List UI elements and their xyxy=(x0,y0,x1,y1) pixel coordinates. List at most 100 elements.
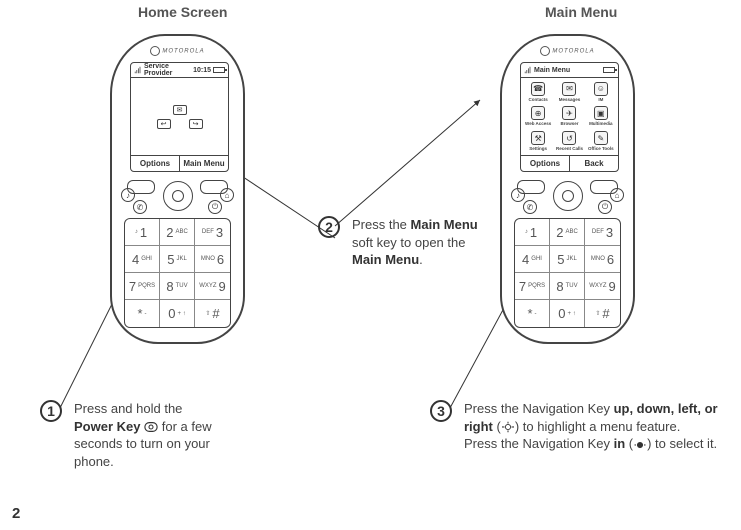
step-3-text: Press the Navigation Key up, down, left,… xyxy=(464,400,734,453)
phone-home: MOTOROLA Service Provider 10:15 ✉ ↩ ↪ xyxy=(110,34,245,344)
keypad[interactable]: ♪12ABCDEF3 4GHI5JKLMNO6 7PQRS8TUVWXYZ9 *-0+… xyxy=(514,218,621,328)
softkey-right[interactable]: Back xyxy=(570,156,618,171)
key-5[interactable]: 5JKL xyxy=(160,246,195,273)
softkey-left[interactable]: Options xyxy=(131,156,180,171)
key-#[interactable]: ⇧# xyxy=(195,300,230,327)
camera-key[interactable]: ⌂ xyxy=(610,188,624,202)
power-key[interactable]: ⏻ xyxy=(208,200,222,214)
key-0[interactable]: 0+ ↑ xyxy=(550,300,585,327)
menu-item-browser[interactable]: ✈Browser xyxy=(554,105,584,129)
step-3-badge: 3 xyxy=(430,400,452,422)
key-9[interactable]: WXYZ9 xyxy=(585,273,620,300)
menu-item-settings[interactable]: ⚒Settings xyxy=(523,129,553,153)
menu-item-im[interactable]: ☺IM xyxy=(586,80,616,104)
menu-item-office-tools[interactable]: ✎Office Tools xyxy=(586,129,616,153)
menu-icon: ✉ xyxy=(562,82,576,96)
key-9[interactable]: WXYZ9 xyxy=(195,273,230,300)
menu-label: Settings xyxy=(529,146,547,151)
key-#[interactable]: ⇧# xyxy=(585,300,620,327)
brand-logo: MOTOROLA xyxy=(112,46,243,56)
key-8[interactable]: 8TUV xyxy=(550,273,585,300)
key-2[interactable]: 2ABC xyxy=(160,219,195,246)
key-2[interactable]: 2ABC xyxy=(550,219,585,246)
menu-icon: ⚒ xyxy=(531,131,545,145)
signal-icon xyxy=(524,66,532,74)
nav-dpad[interactable] xyxy=(553,181,583,211)
keypad[interactable]: ♪12ABCDEF3 4GHI5JKLMNO6 7PQRS8TUVWXYZ9 *-0+… xyxy=(124,218,231,328)
phone-body: MOTOROLA Main Menu ☎Contacts✉Messages☺IM… xyxy=(500,34,635,344)
power-key-icon xyxy=(144,420,158,434)
step-2-badge: 2 xyxy=(318,216,340,238)
key-1[interactable]: ♪1 xyxy=(515,219,550,246)
phone-menu: MOTOROLA Main Menu ☎Contacts✉Messages☺IM… xyxy=(500,34,635,344)
menu-screen: Main Menu ☎Contacts✉Messages☺IM⊕Web Acce… xyxy=(520,62,619,172)
battery-icon xyxy=(603,67,615,73)
key-3[interactable]: DEF3 xyxy=(585,219,620,246)
heading-menu: Main Menu xyxy=(545,4,617,20)
nav-dpad[interactable] xyxy=(163,181,193,211)
menu-icon: ⊕ xyxy=(531,106,545,120)
menu-label: Contacts xyxy=(529,97,548,102)
softkey-right[interactable]: Main Menu xyxy=(180,156,228,171)
key-0[interactable]: 0+ ↑ xyxy=(160,300,195,327)
key-4[interactable]: 4GHI xyxy=(125,246,160,273)
status-clock: 10:15 xyxy=(193,67,211,74)
music-key[interactable]: ♪ xyxy=(121,188,135,202)
menu-icon: ☺ xyxy=(594,82,608,96)
menu-icon: ↺ xyxy=(562,131,576,145)
key-3[interactable]: DEF3 xyxy=(195,219,230,246)
status-bar: Service Provider 10:15 xyxy=(131,63,228,78)
key-8[interactable]: 8TUV xyxy=(160,273,195,300)
nav-directions-icon xyxy=(501,420,515,434)
key-6[interactable]: MNO6 xyxy=(195,246,230,273)
status-bar: Main Menu xyxy=(521,63,618,78)
step-1-badge: 1 xyxy=(40,400,62,422)
brand-logo: MOTOROLA xyxy=(502,46,633,56)
key-7[interactable]: 7PQRS xyxy=(125,273,160,300)
call-key[interactable]: ✆ xyxy=(133,200,147,214)
menu-item-recent-calls[interactable]: ↺Recent Calls xyxy=(554,129,584,153)
key-4[interactable]: 4GHI xyxy=(515,246,550,273)
menu-label: IM xyxy=(598,97,603,102)
nav-cluster: ♪ ⌂ ✆ ⏻ xyxy=(127,178,228,214)
status-title: Main Menu xyxy=(532,67,601,74)
call-key[interactable]: ✆ xyxy=(523,200,537,214)
menu-label: Web Access xyxy=(525,121,551,126)
softkey-row: Options Back xyxy=(521,155,618,171)
shortcut-up-icon: ✉ xyxy=(173,105,187,115)
battery-icon xyxy=(213,67,225,73)
key-*[interactable]: *- xyxy=(125,300,160,327)
menu-label: Browser xyxy=(560,121,578,126)
status-title: Service Provider xyxy=(142,63,193,77)
menu-icon: ▣ xyxy=(594,106,608,120)
phone-body: MOTOROLA Service Provider 10:15 ✉ ↩ ↪ xyxy=(110,34,245,344)
softkey-row: Options Main Menu xyxy=(131,155,228,171)
menu-icon: ✎ xyxy=(594,131,608,145)
menu-item-messages[interactable]: ✉Messages xyxy=(554,80,584,104)
music-key[interactable]: ♪ xyxy=(511,188,525,202)
step-1-text: Press and hold the Power Key for a few s… xyxy=(74,400,239,470)
menu-grid: ☎Contacts✉Messages☺IM⊕Web Access✈Browser… xyxy=(521,78,618,155)
key-5[interactable]: 5JKL xyxy=(550,246,585,273)
menu-label: Recent Calls xyxy=(556,146,583,151)
key-6[interactable]: MNO6 xyxy=(585,246,620,273)
key-*[interactable]: *- xyxy=(515,300,550,327)
menu-item-contacts[interactable]: ☎Contacts xyxy=(523,80,553,104)
nav-center-icon xyxy=(633,438,647,452)
key-7[interactable]: 7PQRS xyxy=(515,273,550,300)
heading-home: Home Screen xyxy=(138,4,227,20)
shortcut-right-icon: ↪ xyxy=(189,119,203,129)
menu-label: Office Tools xyxy=(588,146,614,151)
menu-item-multimedia[interactable]: ▣Multimedia xyxy=(586,105,616,129)
home-screen: Service Provider 10:15 ✉ ↩ ↪ Options Mai… xyxy=(130,62,229,172)
menu-icon: ☎ xyxy=(531,82,545,96)
menu-label: Messages xyxy=(559,97,581,102)
key-1[interactable]: ♪1 xyxy=(125,219,160,246)
menu-item-web-access[interactable]: ⊕Web Access xyxy=(523,105,553,129)
softkey-left[interactable]: Options xyxy=(521,156,570,171)
camera-key[interactable]: ⌂ xyxy=(220,188,234,202)
menu-icon: ✈ xyxy=(562,106,576,120)
power-key[interactable]: ⏻ xyxy=(598,200,612,214)
home-shortcut-area: ✉ ↩ ↪ xyxy=(131,78,228,155)
menu-label: Multimedia xyxy=(589,121,613,126)
